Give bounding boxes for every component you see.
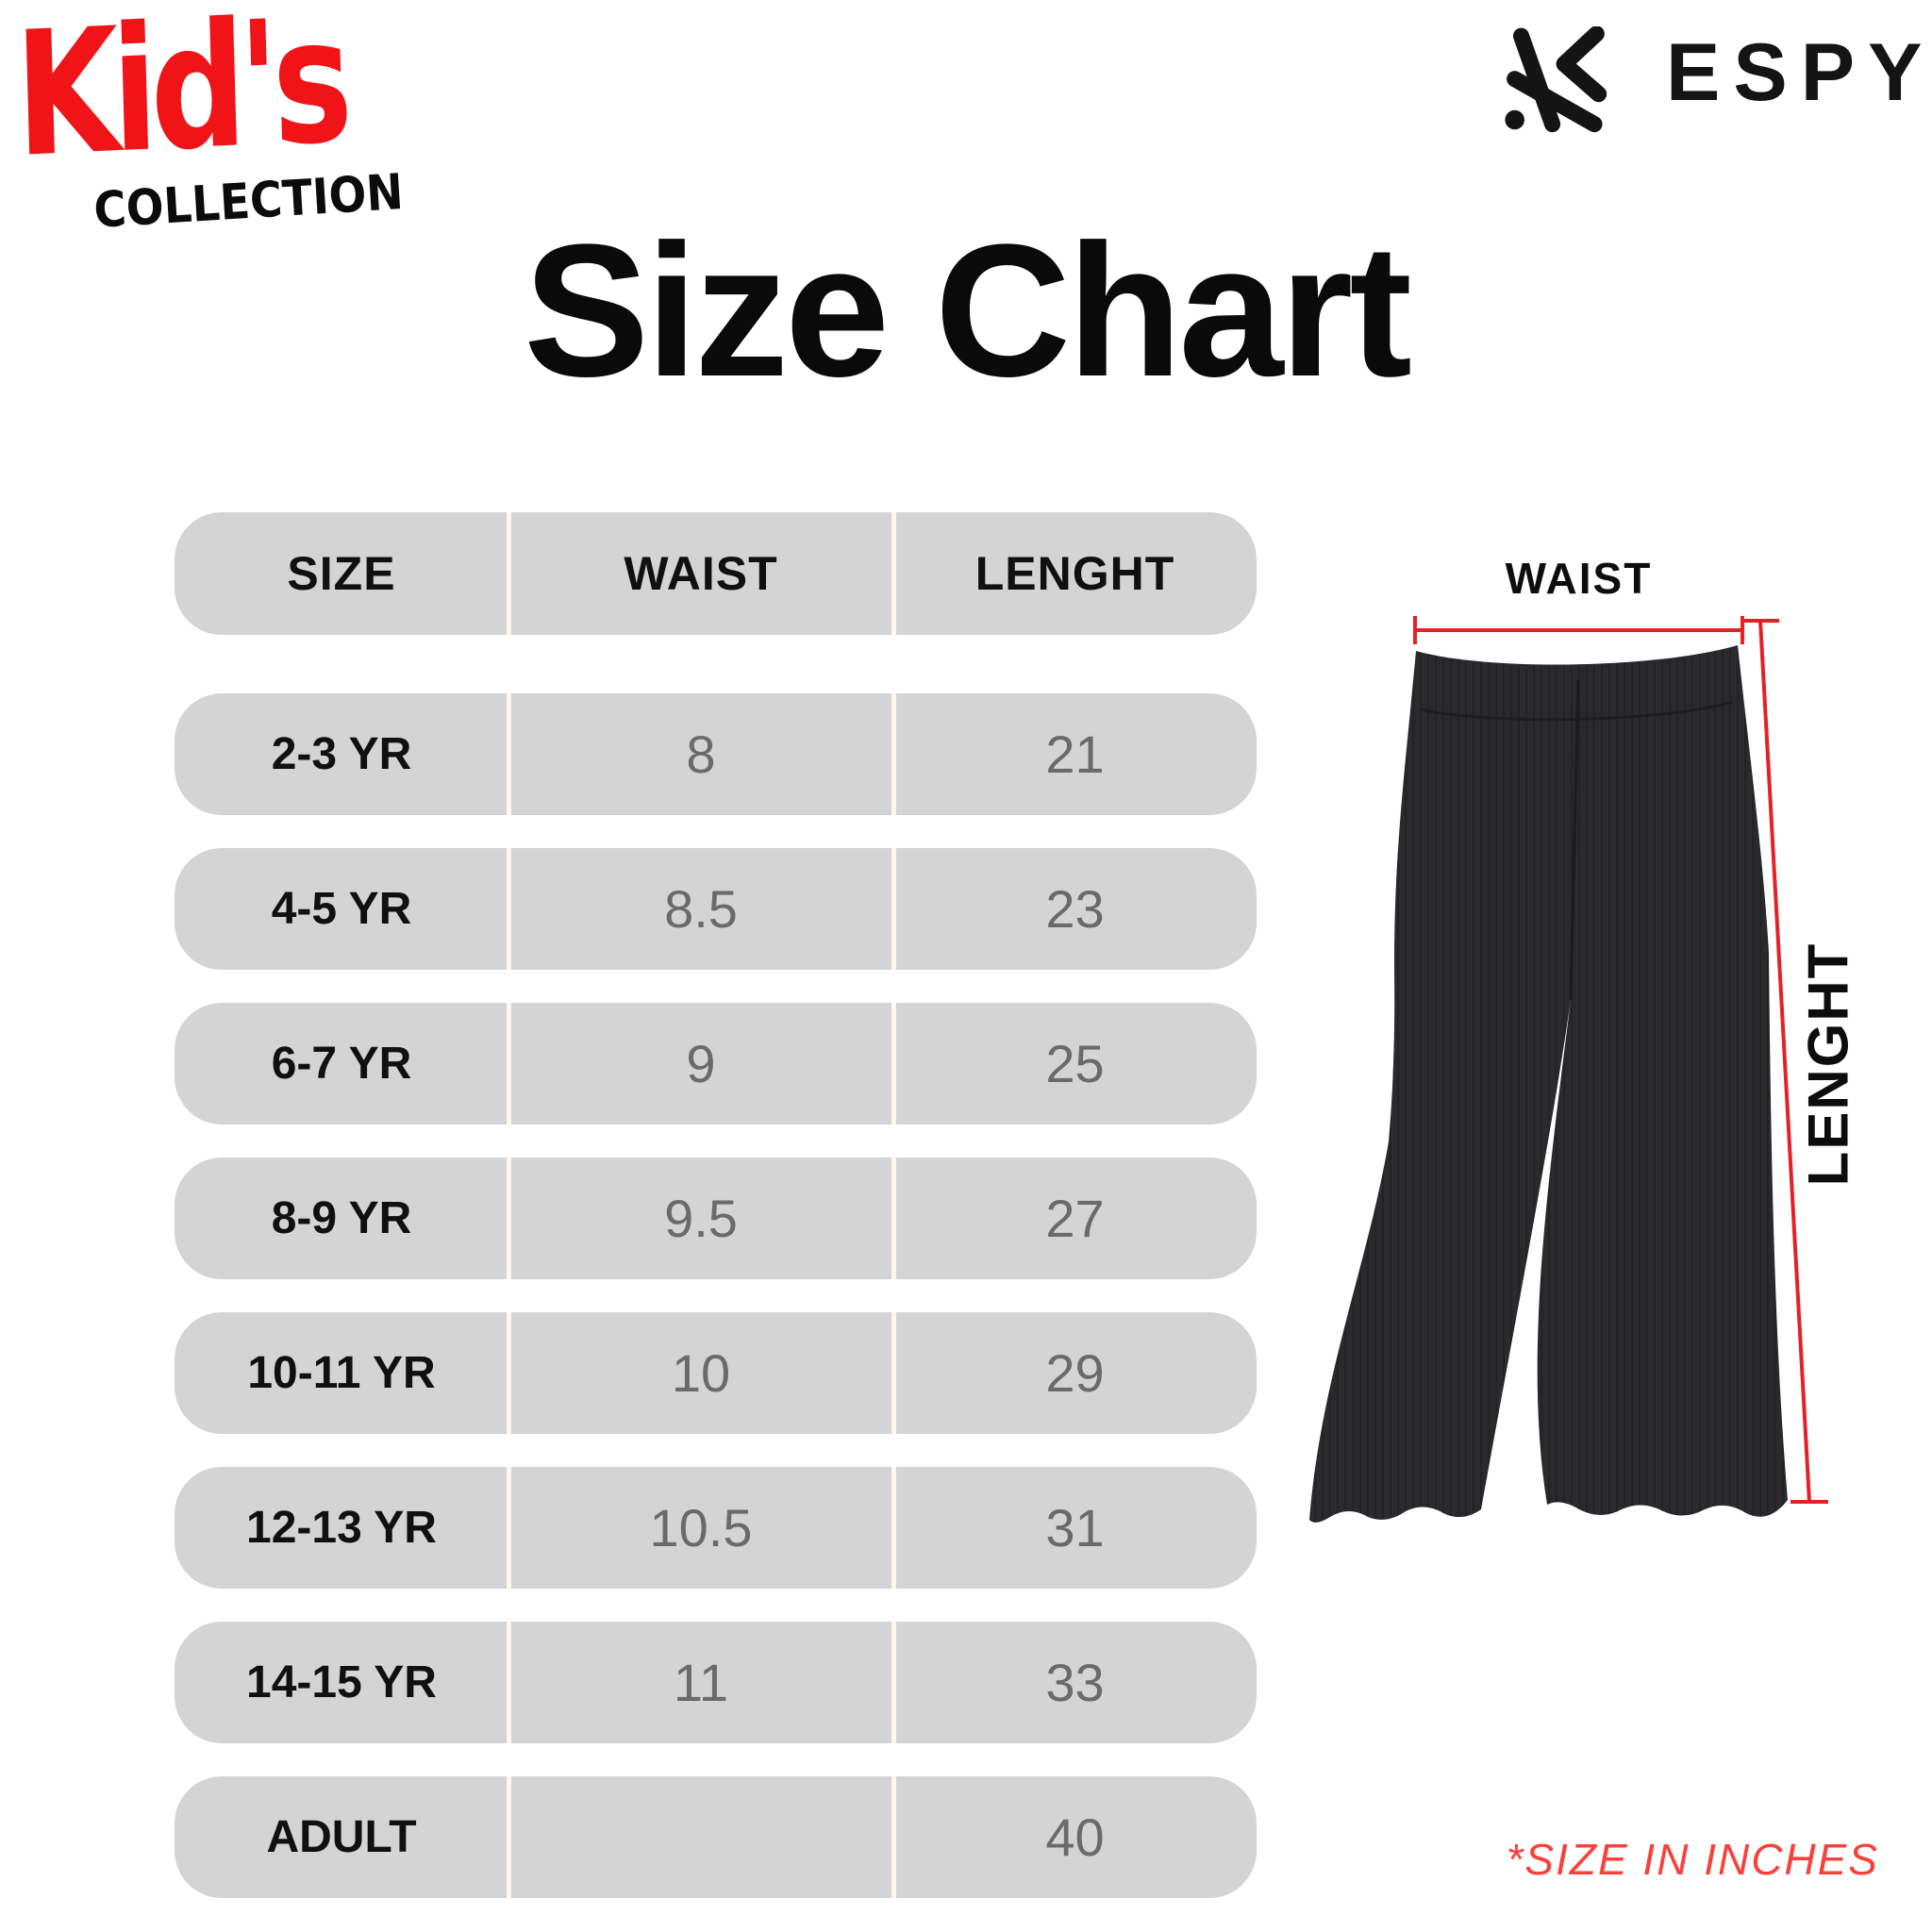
column-divider [507, 1158, 511, 1279]
column-header-size: SIZE [287, 547, 396, 600]
waistband-seam [1420, 700, 1734, 722]
size-cell: 4-5 YR [271, 884, 412, 934]
espy-icon-dot [1505, 109, 1524, 130]
length-measure-line [1741, 619, 1828, 1504]
lenght-cell: 33 [1045, 1653, 1105, 1712]
flare-pants-illustration [1309, 619, 1828, 1523]
espy-brand-icon [1505, 26, 1607, 133]
column-header-lenght: LENGHT [974, 547, 1175, 600]
column-divider [891, 1158, 896, 1279]
waist-cell: 9.5 [664, 1189, 738, 1248]
column-divider [507, 693, 511, 815]
page-title: Size Chart [523, 206, 1412, 416]
pants-silhouette [1309, 645, 1788, 1523]
size-cell: 14-15 YR [246, 1657, 437, 1707]
waist-measure-line [1413, 616, 1744, 644]
size-cell: 6-7 YR [271, 1039, 412, 1089]
size-table: SIZE WAIST LENGHT 2-3 YR 8 21 4-5 YR 8.5 23 6-… [175, 512, 1257, 1931]
lenght-cell: 31 [1045, 1498, 1105, 1557]
column-divider [891, 1776, 896, 1898]
waist-measure-tick-left [1413, 616, 1417, 644]
column-divider [891, 1467, 896, 1589]
waist-cell: 8 [686, 724, 716, 784]
size-cell: 2-3 YR [271, 729, 412, 779]
column-divider [507, 1003, 511, 1124]
table-row: 12-13 YR 10.5 31 [175, 1467, 1257, 1589]
waist-measure-tick-right [1740, 616, 1744, 644]
column-divider [891, 848, 896, 970]
center-crease [1569, 678, 1580, 1001]
table-row: ADULT 40 [175, 1776, 1257, 1898]
waist-cell [508, 1776, 893, 1898]
column-divider [891, 1003, 896, 1124]
waist-cell: 9 [686, 1034, 716, 1093]
column-divider [507, 1622, 511, 1743]
waist-cell: 10 [671, 1343, 731, 1403]
lenght-cell: 29 [1045, 1343, 1105, 1403]
size-cell: 12-13 YR [246, 1503, 437, 1553]
kids-logo: Kid's [12, 0, 348, 195]
lenght-cell: 27 [1045, 1189, 1105, 1248]
espy-wordmark: ESPY [1666, 27, 1932, 118]
column-divider [507, 1312, 511, 1434]
waist-cell: 10.5 [649, 1498, 753, 1557]
waist-cell: 8.5 [664, 879, 738, 939]
lenght-cell: 25 [1045, 1034, 1105, 1093]
column-divider [891, 1312, 896, 1434]
column-divider [507, 848, 511, 970]
table-row: 8-9 YR 9.5 27 [175, 1158, 1257, 1279]
lenght-cell: 23 [1045, 879, 1105, 939]
table-header-row: SIZE WAIST LENGHT [175, 512, 1257, 635]
table-row: 10-11 YR 10 29 [175, 1312, 1257, 1434]
table-row: 2-3 YR 8 21 [175, 693, 1257, 815]
size-cell: 8-9 YR [271, 1193, 412, 1243]
size-cell: ADULT [266, 1812, 417, 1862]
size-cell: 10-11 YR [247, 1348, 436, 1398]
column-divider [891, 1622, 896, 1743]
size-unit-footnote: *SIZE IN INCHES [1506, 1835, 1879, 1884]
column-divider [507, 1776, 511, 1898]
table-row: 14-15 YR 11 33 [175, 1622, 1257, 1743]
table-row: 6-7 YR 9 25 [175, 1003, 1257, 1124]
table-row: 4-5 YR 8.5 23 [175, 848, 1257, 970]
column-divider [507, 512, 511, 635]
diagram-waist-label: WAIST [1505, 554, 1653, 603]
column-divider [891, 693, 896, 815]
diagram-length-label: LENGHT [1796, 941, 1860, 1187]
lenght-cell: 40 [1045, 1807, 1105, 1867]
lenght-cell: 21 [1045, 724, 1105, 784]
column-divider [891, 512, 896, 635]
column-header-waist: WAIST [624, 547, 778, 600]
waist-cell: 11 [673, 1653, 729, 1712]
column-divider [507, 1467, 511, 1589]
